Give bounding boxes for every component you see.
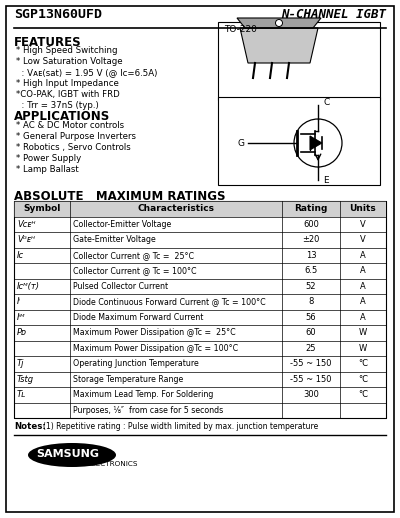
Text: *CO-PAK, IGBT with FRD: *CO-PAK, IGBT with FRD (16, 90, 120, 99)
Text: ELECTRONICS: ELECTRONICS (87, 461, 137, 467)
Text: Iᴄ: Iᴄ (17, 251, 24, 260)
Text: Diode Continuous Forward Current @ Tc = 100°C: Diode Continuous Forward Current @ Tc = … (73, 297, 266, 306)
Text: °C: °C (358, 375, 368, 384)
Text: Characteristics: Characteristics (138, 204, 214, 213)
Text: -55 ~ 150: -55 ~ 150 (290, 375, 332, 384)
Text: Collector Current @ Tc = 100°C: Collector Current @ Tc = 100°C (73, 266, 196, 275)
Text: Rating: Rating (294, 204, 328, 213)
Text: 8: 8 (308, 297, 314, 306)
Text: A: A (360, 251, 366, 260)
Text: Gate-Emitter Voltage: Gate-Emitter Voltage (73, 235, 156, 244)
Text: (1) Repetitive rating : Pulse width limited by max. junction temperature: (1) Repetitive rating : Pulse width limi… (43, 422, 318, 431)
Text: Tʟ: Tʟ (17, 390, 26, 399)
Text: 25: 25 (306, 344, 316, 353)
Text: V: V (360, 235, 366, 244)
Text: Purposes, ⅛″  from case for 5 seconds: Purposes, ⅛″ from case for 5 seconds (73, 406, 223, 415)
Polygon shape (310, 136, 322, 150)
Text: W: W (359, 328, 367, 337)
Text: 6.5: 6.5 (304, 266, 318, 275)
Text: * AC & DC Motor controls: * AC & DC Motor controls (16, 121, 124, 130)
Text: A: A (360, 313, 366, 322)
Text: Storage Temperature Range: Storage Temperature Range (73, 375, 183, 384)
Text: FEATURES: FEATURES (14, 36, 82, 49)
Bar (14, 201, 386, 418)
Text: Tj: Tj (17, 359, 24, 368)
Text: 60: 60 (306, 328, 316, 337)
Text: Collector-Emitter Voltage: Collector-Emitter Voltage (73, 220, 171, 229)
Text: 56: 56 (306, 313, 316, 322)
Text: * Low Saturation Voltage: * Low Saturation Voltage (16, 57, 123, 66)
Text: A: A (360, 297, 366, 306)
Text: N-CHANNEL IGBT: N-CHANNEL IGBT (281, 8, 386, 21)
Bar (14, 201, 386, 217)
Text: A: A (360, 282, 366, 291)
Polygon shape (240, 28, 318, 63)
Text: Vᴳᴇᴴ: Vᴳᴇᴴ (17, 235, 35, 244)
Text: * Lamp Ballast: * Lamp Ballast (16, 165, 79, 174)
Circle shape (294, 119, 342, 167)
Text: Iᴄᴹ(ᴛ): Iᴄᴹ(ᴛ) (17, 282, 40, 291)
Text: : Vᴀᴇ(sat) = 1.95 V (@ Ic=6.5A): : Vᴀᴇ(sat) = 1.95 V (@ Ic=6.5A) (16, 68, 157, 77)
Circle shape (276, 20, 282, 26)
Text: W: W (359, 344, 367, 353)
Text: ±20: ±20 (302, 235, 320, 244)
Text: Maximum Lead Temp. For Soldering: Maximum Lead Temp. For Soldering (73, 390, 213, 399)
Text: SGP13N60UFD: SGP13N60UFD (14, 8, 102, 21)
Text: : Trr = 37nS (typ.): : Trr = 37nS (typ.) (16, 101, 99, 110)
Text: TO-220: TO-220 (224, 25, 257, 34)
Text: 600: 600 (303, 220, 319, 229)
Text: 300: 300 (303, 390, 319, 399)
Text: Maximum Power Dissipation @Tc =  25°C: Maximum Power Dissipation @Tc = 25°C (73, 328, 236, 337)
Text: Iⁱ: Iⁱ (17, 297, 21, 306)
Text: Operating Junction Temperature: Operating Junction Temperature (73, 359, 199, 368)
Text: * General Purpose Inverters: * General Purpose Inverters (16, 132, 136, 141)
Text: Units: Units (350, 204, 376, 213)
Text: C: C (323, 97, 329, 107)
Polygon shape (237, 18, 321, 28)
Text: E: E (323, 176, 329, 184)
Text: * Robotics , Servo Controls: * Robotics , Servo Controls (16, 143, 131, 152)
Text: Diode Maximum Forward Current: Diode Maximum Forward Current (73, 313, 203, 322)
Text: Maximum Power Dissipation @Tc = 100°C: Maximum Power Dissipation @Tc = 100°C (73, 344, 238, 353)
Text: Tstg: Tstg (17, 375, 34, 384)
Ellipse shape (28, 443, 116, 467)
Text: Symbol: Symbol (23, 204, 61, 213)
Text: A: A (360, 266, 366, 275)
Text: APPLICATIONS: APPLICATIONS (14, 110, 110, 123)
Text: Pulsed Collector Current: Pulsed Collector Current (73, 282, 168, 291)
Bar (218, 97, 380, 185)
Text: * High Speed Switching: * High Speed Switching (16, 46, 118, 55)
Text: * Power Supply: * Power Supply (16, 154, 81, 163)
Text: 52: 52 (306, 282, 316, 291)
Text: Notes:: Notes: (14, 422, 46, 431)
Text: Pᴅ: Pᴅ (17, 328, 27, 337)
Text: 13: 13 (306, 251, 316, 260)
Text: Iⁱᴹ: Iⁱᴹ (17, 313, 26, 322)
Text: SAMSUNG: SAMSUNG (36, 449, 100, 459)
Text: ABSOLUTE   MAXIMUM RATINGS: ABSOLUTE MAXIMUM RATINGS (14, 190, 226, 203)
Text: Collector Current @ Tc =  25°C: Collector Current @ Tc = 25°C (73, 251, 194, 260)
Text: -55 ~ 150: -55 ~ 150 (290, 359, 332, 368)
Bar (218, 22, 380, 100)
Text: Vᴄᴇᴴ: Vᴄᴇᴴ (17, 220, 36, 229)
Text: °C: °C (358, 390, 368, 399)
Text: °C: °C (358, 359, 368, 368)
Text: * High Input Impedance: * High Input Impedance (16, 79, 119, 88)
Text: V: V (360, 220, 366, 229)
Text: G: G (238, 138, 245, 148)
